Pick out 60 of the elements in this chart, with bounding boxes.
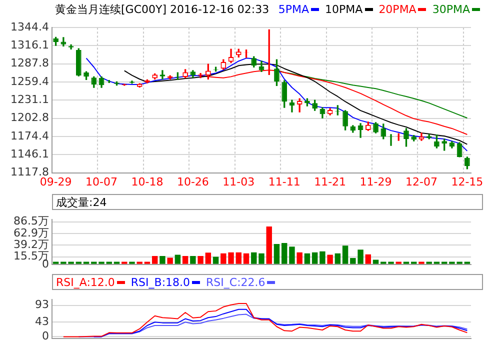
bar (289, 246, 295, 264)
x-tick-label: 10-26 (176, 175, 209, 188)
bar (182, 256, 188, 264)
bar (205, 252, 212, 264)
bar (296, 252, 302, 264)
bar (212, 256, 219, 264)
legend-label: 30PMA (432, 2, 470, 16)
legend-label: RSI_A:12.0 (56, 276, 115, 288)
bar (266, 226, 272, 264)
bar (320, 251, 326, 264)
x-tick-label: 10-18 (131, 175, 164, 188)
bar (334, 253, 341, 264)
y-tick-label: 1316.1 (10, 38, 49, 52)
bar (282, 242, 288, 264)
bar (174, 254, 181, 264)
y-tick-label: 1231.1 (10, 93, 49, 106)
bar (243, 253, 250, 264)
bar (160, 256, 166, 264)
y-tick-label: 86.5万 (14, 214, 49, 228)
y-tick-label: 1344.4 (10, 20, 49, 34)
legend-label: 20PMA (378, 2, 416, 16)
bar (258, 253, 264, 264)
bar (342, 246, 348, 264)
bar (274, 244, 280, 264)
bar (372, 260, 379, 264)
bar (198, 256, 204, 264)
bar (304, 253, 310, 264)
y-tick-label: 0 (42, 330, 49, 343)
x-tick-label: 11-29 (360, 175, 392, 188)
bar (190, 256, 196, 264)
chart-title: 成交量:24 (56, 194, 107, 210)
y-tick-label: 62.9万 (14, 226, 49, 240)
bar (312, 252, 318, 264)
x-tick-label: 10-07 (86, 175, 118, 188)
bar (236, 252, 242, 264)
legend-label: 10PMA (325, 2, 363, 16)
x-tick-label: 11-21 (314, 175, 346, 188)
legend-label: 5PMA (278, 2, 310, 16)
x-tick-label: 12-15 (451, 175, 484, 188)
chart-title: 黄金当月连续[GC00Y] 2016-12-16 02:33 (55, 2, 270, 16)
x-tick-label: 12-07 (405, 175, 438, 188)
y-tick-label: 1146.1 (10, 148, 49, 161)
legend-label: RSI_C:22.6 (206, 276, 266, 288)
bar (327, 254, 333, 264)
bar (365, 254, 372, 264)
y-tick-label: 1202.8 (10, 111, 49, 124)
y-tick-label: 1259.4 (10, 74, 49, 88)
y-tick-label: 1287.8 (10, 56, 49, 70)
y-tick-label: 43 (35, 315, 49, 328)
x-tick-label: 11-11 (268, 175, 300, 188)
bar (152, 256, 158, 264)
y-tick-label: 39.2万 (14, 238, 49, 251)
legend-label: RSI_B:18.0 (130, 276, 190, 288)
x-tick-label: 11-03 (222, 175, 255, 188)
x-tick-label: 09-29 (40, 175, 72, 188)
bar (251, 252, 257, 264)
y-tick-label: 1174.4 (10, 129, 49, 142)
candlestick (289, 100, 295, 112)
bar (167, 258, 173, 264)
y-tick-label: 93 (35, 298, 49, 312)
